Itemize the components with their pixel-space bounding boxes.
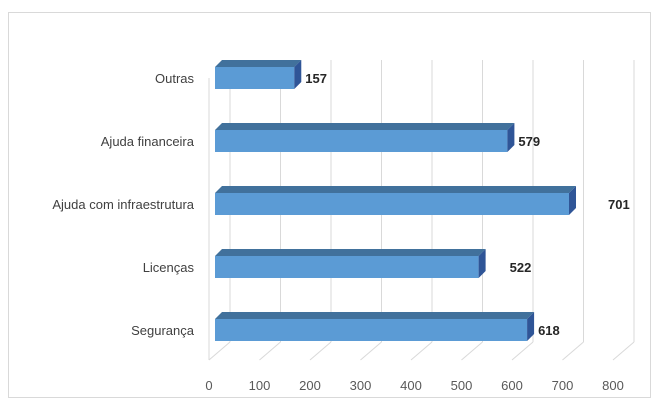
floor-gridline bbox=[208, 341, 231, 361]
floor-gridline bbox=[612, 341, 635, 361]
bar-front-face bbox=[215, 256, 479, 278]
x-tick-label: 800 bbox=[602, 378, 624, 393]
bar-front-face bbox=[215, 193, 570, 215]
bar-side-face bbox=[527, 312, 535, 341]
floor-gridline bbox=[360, 341, 382, 361]
bar-top-face bbox=[215, 186, 577, 193]
data-label: 522 bbox=[510, 260, 532, 275]
bar-top-face bbox=[215, 312, 535, 319]
bar-top-face bbox=[215, 60, 302, 67]
x-tick-label: 600 bbox=[501, 378, 523, 393]
bar-side-face bbox=[507, 123, 515, 152]
bar-front-face bbox=[215, 67, 295, 89]
category-label: Segurança bbox=[131, 323, 195, 338]
bar-side-face bbox=[569, 186, 577, 215]
data-label: 701 bbox=[608, 197, 630, 212]
floor-gridline bbox=[410, 341, 433, 361]
category-labels: Outras Ajuda financeira Ajuda com infraest… bbox=[52, 71, 194, 338]
bar bbox=[215, 60, 302, 89]
bar-front-face bbox=[215, 319, 528, 341]
bar-top-face bbox=[215, 123, 515, 130]
data-label: 579 bbox=[518, 134, 540, 149]
bar bbox=[215, 249, 486, 278]
category-label: Outras bbox=[155, 71, 195, 86]
x-axis-ticks: 0 100 200 300 400 500 600 700 800 bbox=[205, 378, 623, 393]
bar-side-face bbox=[294, 60, 302, 89]
x-tick-label: 0 bbox=[205, 378, 212, 393]
x-tick-label: 300 bbox=[350, 378, 372, 393]
floor-gridline bbox=[309, 341, 332, 361]
category-label: Ajuda financeira bbox=[101, 134, 195, 149]
bar-top-face bbox=[215, 249, 486, 256]
data-labels: 157 579 701 522 618 bbox=[305, 71, 629, 338]
floor-gridline bbox=[562, 341, 584, 361]
floor-gridline bbox=[461, 341, 483, 361]
data-label: 157 bbox=[305, 71, 327, 86]
bar bbox=[215, 312, 535, 341]
x-tick-label: 500 bbox=[451, 378, 473, 393]
x-tick-label: 400 bbox=[400, 378, 422, 393]
bar bbox=[215, 186, 577, 215]
category-label: Ajuda com infraestrutura bbox=[52, 197, 194, 212]
x-tick-label: 100 bbox=[249, 378, 271, 393]
floor-gridline bbox=[511, 341, 534, 361]
bar-front-face bbox=[215, 130, 508, 152]
floor-gridline bbox=[259, 341, 281, 361]
bars bbox=[215, 60, 577, 341]
x-tick-label: 200 bbox=[299, 378, 321, 393]
category-label: Licenças bbox=[143, 260, 195, 275]
data-label: 618 bbox=[538, 323, 560, 338]
bar bbox=[215, 123, 515, 152]
x-tick-label: 700 bbox=[552, 378, 574, 393]
bar-side-face bbox=[478, 249, 486, 278]
